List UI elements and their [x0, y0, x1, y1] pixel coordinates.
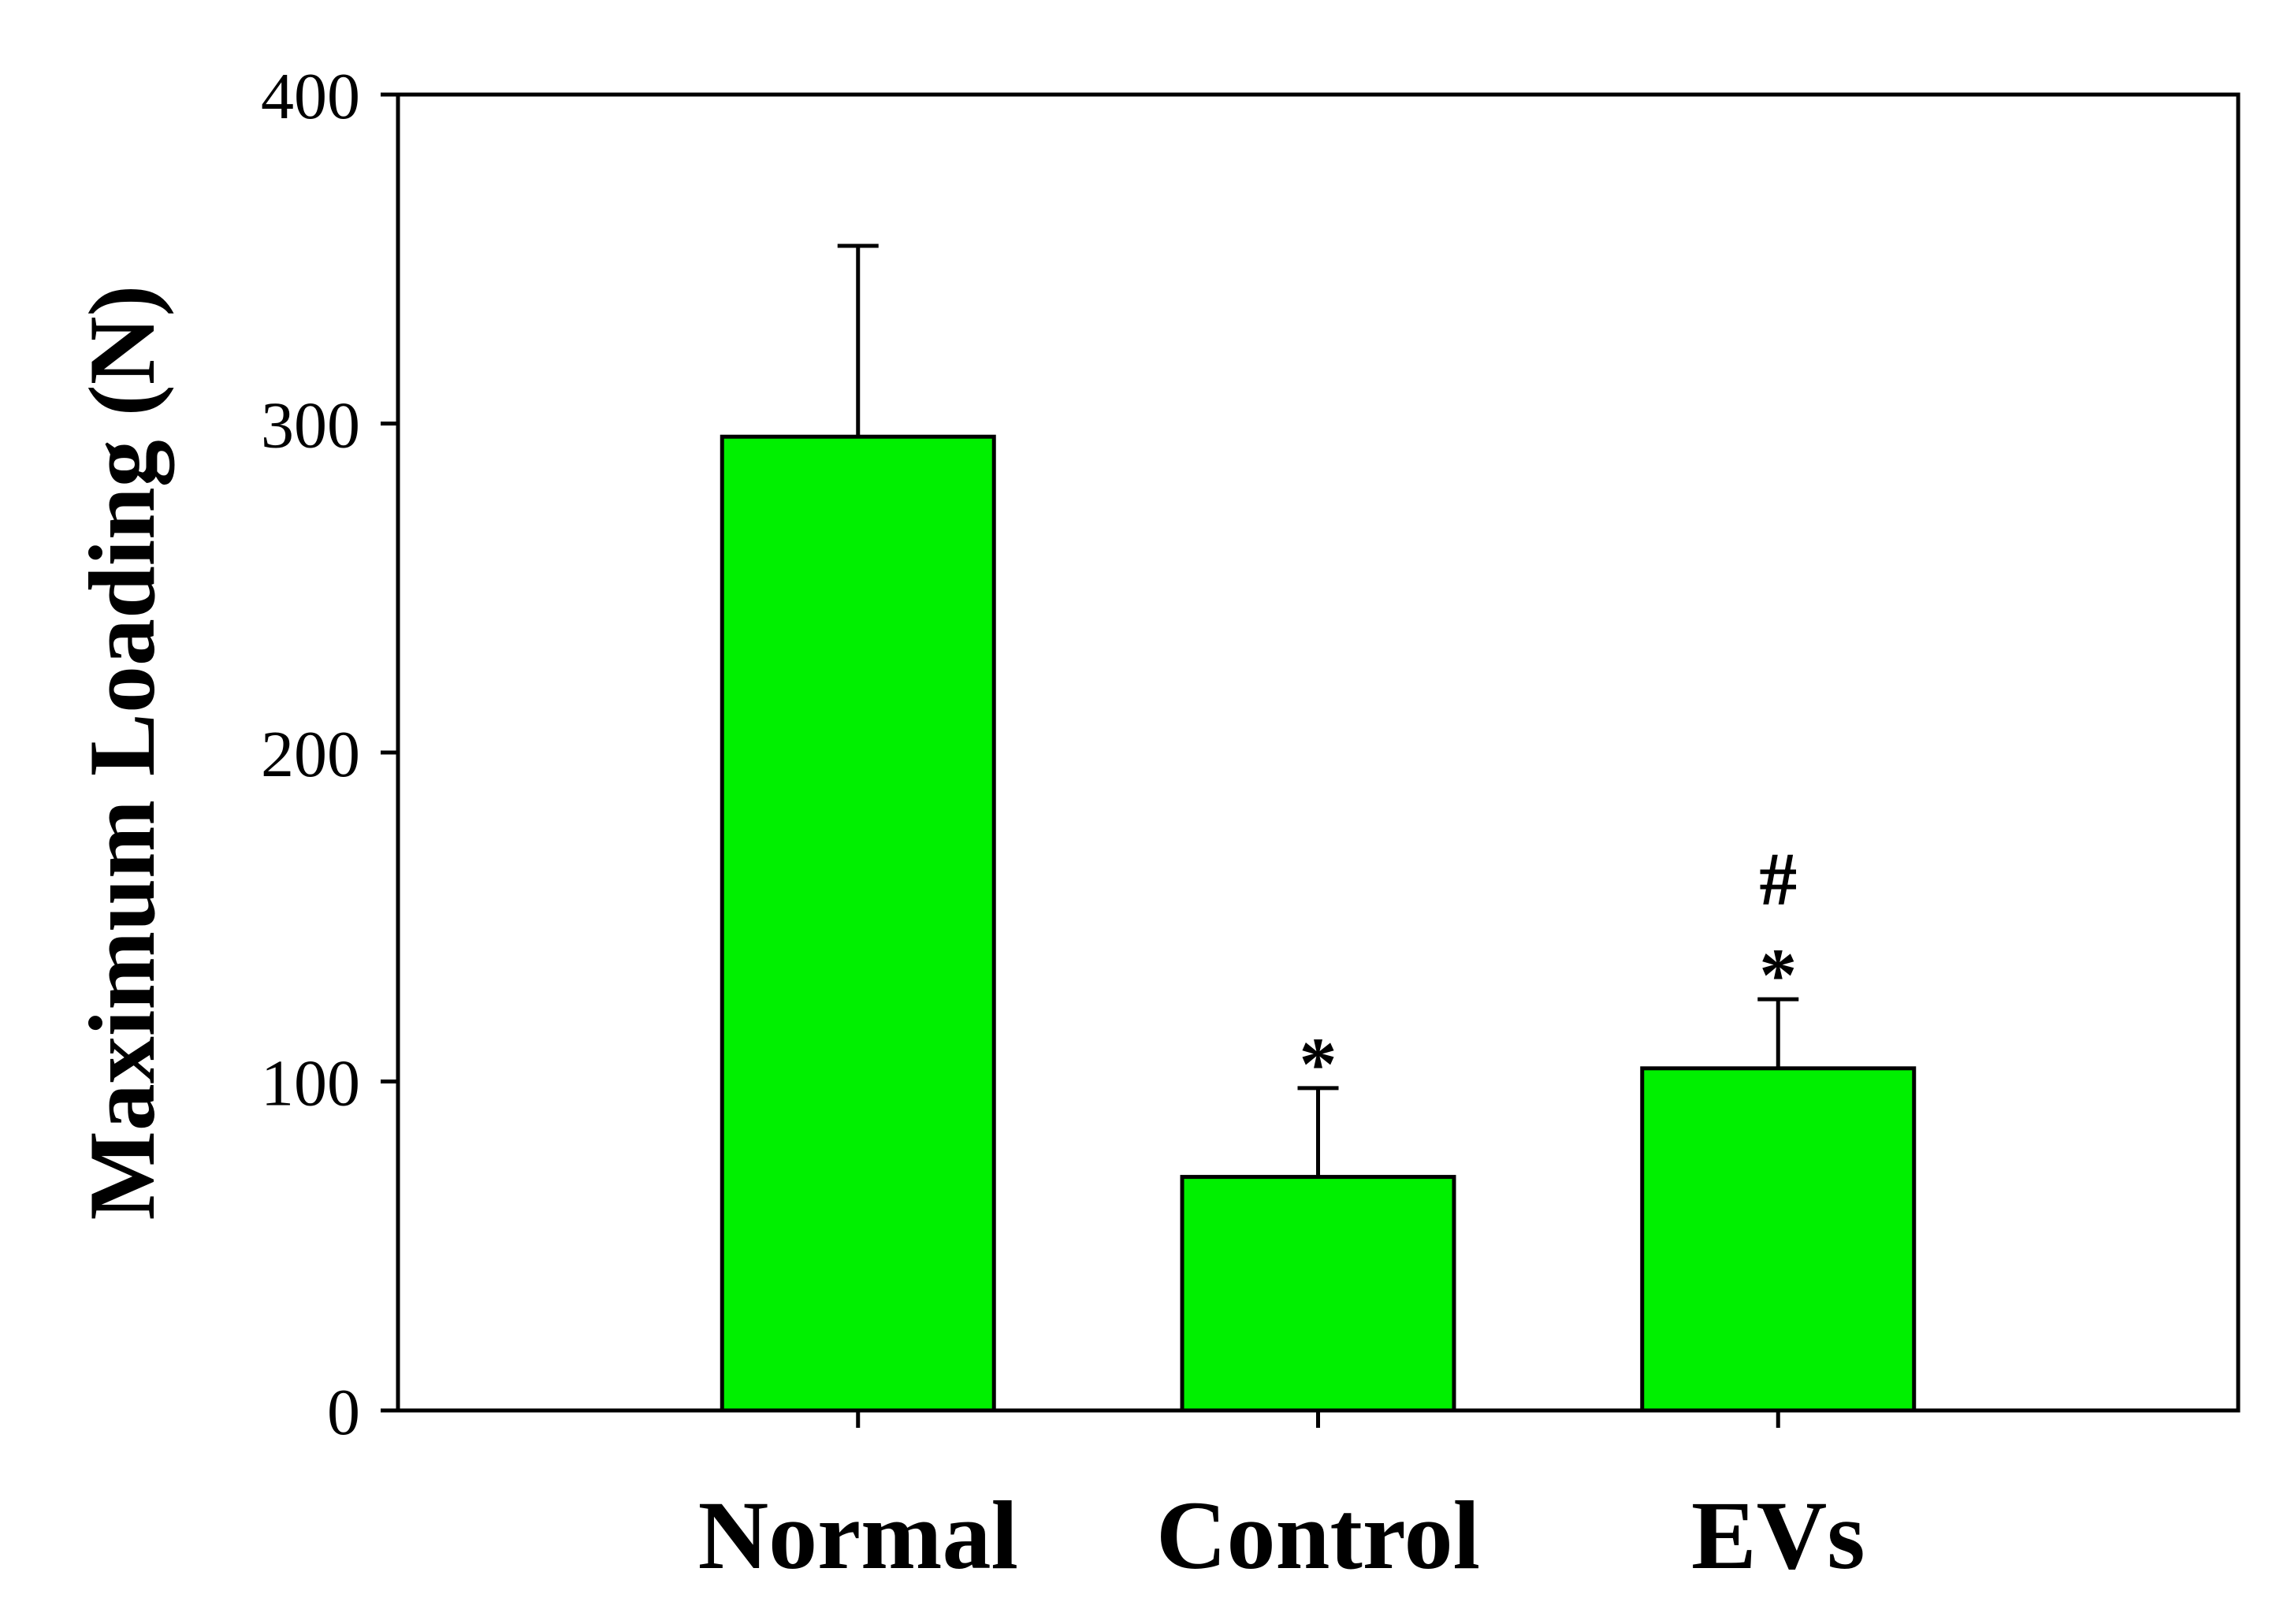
- bar-normal: [720, 434, 996, 1413]
- y-axis: 0 100 200 300 400: [261, 60, 398, 1449]
- significance-asterisk: *: [1759, 933, 1797, 1017]
- significance-hash: #: [1759, 837, 1797, 921]
- y-tick-label: 400: [261, 60, 360, 133]
- bar-evs: [1640, 1066, 1917, 1413]
- y-axis-title: Maximum Loading (N): [69, 285, 175, 1221]
- y-tick-label: 0: [327, 1376, 360, 1449]
- x-tick-label: Normal: [698, 1481, 1018, 1589]
- annotations-group: * * #: [1300, 837, 1798, 1106]
- bars-group: [720, 243, 1917, 1413]
- y-tick-label: 100: [261, 1047, 360, 1120]
- x-tick-label: EVs: [1691, 1481, 1865, 1589]
- significance-asterisk: *: [1300, 1022, 1337, 1106]
- bar-control: [1180, 1175, 1456, 1413]
- y-tick-label: 200: [261, 718, 360, 791]
- x-axis: Normal Control EVs: [698, 1410, 1865, 1589]
- y-tick-label: 300: [261, 389, 360, 463]
- x-tick-label: Control: [1156, 1481, 1480, 1589]
